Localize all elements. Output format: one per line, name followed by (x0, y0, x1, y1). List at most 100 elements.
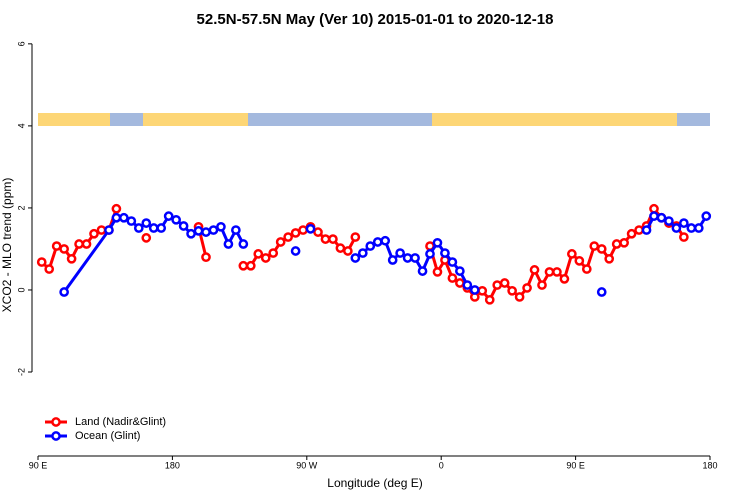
data-point (365, 241, 376, 251)
data-point (529, 265, 540, 275)
data-point (447, 257, 458, 267)
data-point (596, 287, 607, 297)
data-point (679, 232, 689, 242)
data-point (313, 227, 323, 237)
data-point (59, 244, 69, 254)
data-point (171, 214, 181, 225)
data-point (245, 260, 256, 271)
data-point (335, 243, 346, 253)
y-tick-label: 6 (16, 41, 26, 46)
data-point (283, 232, 293, 242)
data-point (193, 226, 204, 236)
data-point (350, 232, 361, 242)
data-point (260, 253, 271, 263)
x-tick-label: 180 (702, 460, 717, 470)
data-point (320, 234, 331, 244)
data-point (634, 225, 644, 235)
data-point (432, 237, 443, 248)
data-point (604, 253, 615, 264)
data-point (223, 239, 234, 249)
data-point (141, 233, 152, 243)
land-strip (38, 113, 110, 126)
data-point (186, 228, 196, 239)
data-point (290, 246, 301, 256)
data-point (656, 212, 667, 223)
data-point (462, 280, 473, 290)
data-point (126, 216, 137, 226)
data-point (567, 249, 577, 259)
data-point (581, 264, 592, 274)
data-point (417, 266, 428, 276)
data-point (402, 253, 413, 263)
data-point (51, 241, 62, 251)
data-point (507, 285, 517, 296)
data-point (649, 203, 659, 214)
data-point (410, 253, 420, 263)
data-point (537, 280, 547, 290)
data-point (552, 267, 562, 277)
y-tick-label: 2 (16, 205, 26, 210)
data-point (499, 278, 510, 288)
land-ocean-strip (38, 113, 710, 126)
data-point (649, 211, 659, 221)
data-point (432, 267, 443, 277)
data-point (574, 255, 585, 266)
data-point (522, 283, 532, 293)
y-tick-label: 0 (16, 287, 26, 292)
data-point (626, 228, 637, 239)
x-axis-label: Longitude (deg E) (327, 476, 422, 490)
data-point (111, 203, 122, 214)
data-point (298, 225, 308, 235)
data-point (559, 274, 570, 284)
data-point (231, 225, 241, 235)
data-point (59, 287, 69, 297)
legend-marker (51, 431, 61, 441)
data-point (425, 249, 435, 259)
data-point (36, 257, 47, 267)
data-point (111, 212, 122, 223)
data-point (216, 221, 226, 232)
data-point (178, 221, 189, 231)
data-point (440, 248, 450, 258)
y-axis-label: XCO2 - MLO trend (ppm) (0, 178, 14, 313)
legend-marker (51, 417, 61, 427)
data-point (133, 223, 144, 233)
data-point (328, 234, 338, 244)
data-point (238, 239, 249, 249)
data-point (44, 264, 55, 274)
data-point (208, 225, 219, 235)
data-point (701, 211, 712, 221)
data-point (148, 223, 159, 233)
data-point (686, 223, 697, 233)
chart-title: 52.5N-57.5N May (Ver 10) 2015-01-01 to 2… (197, 11, 554, 28)
data-point (201, 252, 211, 263)
legend-label: Ocean (Glint) (75, 430, 140, 442)
data-point (679, 218, 689, 228)
x-tick-label: 180 (165, 460, 180, 470)
data-point (589, 241, 600, 251)
data-point (268, 248, 279, 258)
data-point (380, 235, 391, 246)
land-strip (143, 113, 248, 126)
data-point (253, 249, 264, 259)
data-point (156, 223, 167, 233)
x-tick-label: 90 W (296, 460, 318, 470)
data-point (596, 244, 607, 254)
data-point (141, 218, 152, 228)
data-point (350, 253, 361, 263)
data-point (66, 253, 77, 264)
data-point (469, 285, 480, 295)
data-point (447, 273, 458, 283)
data-point (104, 225, 114, 235)
data-point (163, 211, 174, 221)
data-point (477, 285, 488, 296)
data-point (611, 239, 622, 249)
data-point (671, 223, 682, 233)
data-point (484, 294, 495, 305)
data-point (305, 223, 316, 234)
y-tick-label: -2 (16, 368, 26, 376)
data-point (514, 292, 525, 302)
data-point (89, 228, 99, 239)
data-point (693, 223, 704, 233)
